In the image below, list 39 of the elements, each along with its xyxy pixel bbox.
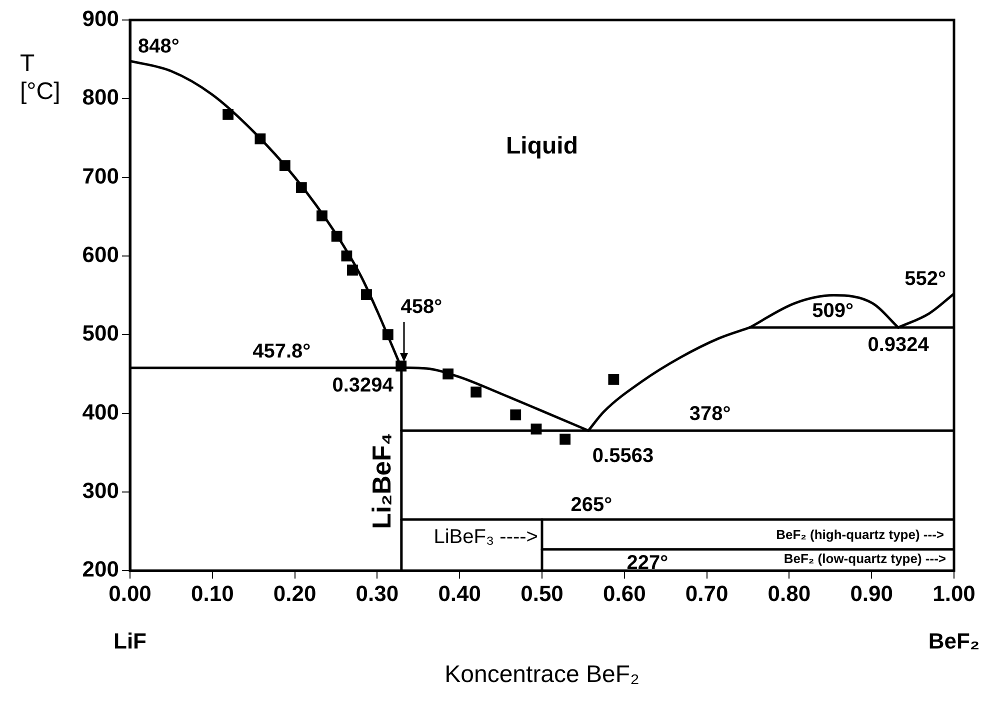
annotation: 378° — [689, 403, 731, 426]
x-tick-label: 0.00 — [108, 580, 152, 606]
x-tick-label: 1.00 — [932, 580, 976, 606]
y-tick-label: 600 — [82, 242, 119, 268]
annotation: 458° — [400, 296, 442, 318]
annotation: 265° — [570, 494, 612, 516]
text: BeF₂ — [928, 628, 980, 654]
annotation: 0.5563 — [592, 445, 654, 468]
annotation: 509° — [812, 300, 854, 322]
x-tick-label: 0.40 — [438, 580, 482, 606]
y-axis-title: T [°C] — [20, 50, 62, 106]
y-tick-label: 700 — [82, 163, 119, 188]
x-tick-label: 0.60 — [602, 580, 646, 606]
x-tick-label: 0.10 — [190, 580, 234, 606]
y-tick-label: 200 — [82, 556, 119, 582]
x-tick-label: 0.50 — [520, 580, 564, 606]
y-tick-label: 800 — [82, 84, 119, 110]
annotation: 848° — [138, 35, 180, 58]
y-tick-label: 300 — [82, 478, 119, 504]
annotation: 0.3294 — [332, 374, 394, 396]
annotation: Li₂BeF₄ — [366, 432, 397, 530]
annotation: Liquid — [506, 132, 578, 160]
annotation: 0.9324 — [868, 334, 930, 356]
annotation: BeF₂ (low-quartz type) ---> — [784, 551, 946, 566]
annotation: 457.8° — [252, 340, 311, 362]
text: LiF — [114, 628, 146, 654]
y-tick-label: 500 — [82, 320, 119, 346]
annotation: 227° — [626, 552, 668, 574]
x-tick-label: 0.80 — [768, 580, 811, 606]
x-tick-label: 0.20 — [273, 580, 316, 606]
x-tick-label: 0.90 — [850, 580, 894, 606]
y-tick-label: 900 — [82, 6, 119, 32]
x-tick-label: 0.30 — [356, 580, 399, 606]
x-tick-label: 0.70 — [685, 580, 728, 606]
x-axis-title: Koncentrace BeF₂ — [444, 661, 640, 688]
annotation: BeF₂ (high-quartz type) ---> — [776, 526, 944, 542]
y-tick-label: 400 — [82, 399, 119, 424]
annotation: 552° — [904, 268, 946, 290]
annotation: LiBeF₃ ----> — [434, 526, 538, 548]
